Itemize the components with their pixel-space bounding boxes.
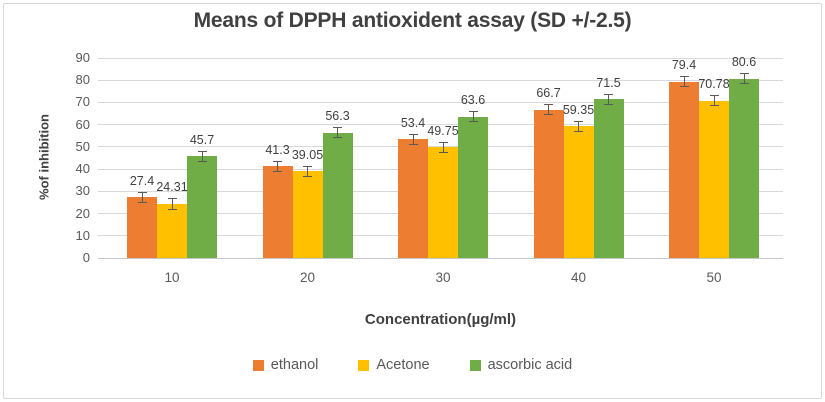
gridline-80 — [98, 79, 783, 81]
error-bar-Acetone-50 — [709, 95, 719, 107]
data-label-Acetone-20: 39.05 — [291, 147, 324, 162]
y-tick-label-30: 30 — [75, 183, 90, 199]
legend-swatch-Acetone — [358, 359, 370, 371]
data-label-ethanol-20: 41.3 — [265, 142, 290, 157]
legend-label-ascorbic-acid: ascorbic acid — [487, 357, 573, 373]
error-bar-stem — [472, 111, 474, 123]
error-bar-stem — [608, 93, 609, 105]
error-bar-ascorbic-acid-50 — [739, 73, 749, 85]
y-tick-label-60: 60 — [75, 116, 90, 132]
data-label-ascorbic-acid-40: 71.5 — [596, 75, 621, 90]
bar-ethanol-50 — [669, 81, 699, 258]
data-label-ascorbic-acid-10: 45.7 — [189, 132, 215, 147]
data-label-Acetone-10: 24.31 — [156, 180, 188, 195]
bar-Acetone-20 — [292, 171, 323, 258]
data-label-Acetone-30: 49.75 — [427, 123, 459, 138]
bar-ascorbic-acid-50 — [729, 78, 759, 258]
gridline-60 — [98, 124, 783, 126]
error-bar-stem — [412, 133, 414, 145]
bar-Acetone-30 — [428, 147, 458, 258]
gridline-90 — [98, 57, 783, 59]
bar-ethanol-10 — [127, 197, 157, 258]
data-label-ethanol-10: 27.4 — [129, 173, 155, 188]
x-axis-title: Concentration(µg/ml) — [364, 311, 517, 328]
error-bar-stem — [337, 127, 338, 139]
error-bar-stem — [713, 95, 715, 107]
error-bar-stem — [743, 73, 745, 85]
y-tick-label-40: 40 — [75, 161, 90, 177]
legend-item-Acetone: Acetone — [358, 357, 430, 373]
error-bar-stem — [201, 150, 203, 162]
bar-ethanol-20 — [262, 166, 293, 258]
bar-ascorbic-acid-10 — [187, 156, 217, 258]
bar-ethanol-30 — [398, 139, 428, 258]
error-bar-ascorbic-acid-20 — [333, 127, 342, 139]
error-bar-stem — [548, 104, 549, 116]
data-label-ascorbic-acid-30: 63.6 — [460, 93, 486, 108]
error-bar-ethanol-40 — [544, 104, 553, 116]
bar-ascorbic-acid-40 — [593, 99, 624, 258]
y-tick-label-90: 90 — [75, 50, 90, 65]
y-tick-label-70: 70 — [75, 94, 90, 110]
legend-label-Acetone: Acetone — [376, 357, 430, 373]
x-tick-label-50: 50 — [706, 270, 722, 285]
error-bar-ethanol-10 — [137, 191, 147, 203]
error-bar-stem — [442, 141, 444, 153]
data-label-ethanol-30: 53.4 — [400, 115, 426, 130]
bar-ascorbic-acid-20 — [322, 132, 353, 258]
error-bar-ascorbic-acid-10 — [197, 150, 207, 162]
error-bar-Acetone-10 — [167, 198, 177, 210]
error-bar-ethanol-50 — [679, 76, 689, 88]
y-tick-label-20: 20 — [75, 205, 90, 221]
legend-swatch-ascorbic-acid — [469, 359, 481, 371]
error-bar-Acetone-30 — [438, 141, 448, 153]
bar-Acetone-40 — [563, 126, 594, 258]
y-tick-label-50: 50 — [75, 138, 90, 154]
error-bar-stem — [141, 191, 143, 203]
error-bar-stem — [277, 160, 278, 172]
y-tick-label-10: 10 — [75, 227, 90, 243]
y-tick-label-80: 80 — [75, 72, 90, 88]
error-bar-stem — [578, 120, 579, 132]
bar-ethanol-40 — [533, 109, 564, 258]
bar-ascorbic-acid-30 — [458, 116, 488, 258]
legend-swatch-ethanol — [252, 359, 264, 371]
y-tick-label-0: 0 — [82, 250, 90, 265]
chart-title: Means of DPPH antioxident assay (SD +/-2… — [193, 9, 632, 32]
error-bar-ethanol-20 — [273, 160, 282, 172]
data-label-ethanol-40: 66.7 — [536, 86, 561, 101]
bar-Acetone-10 — [157, 203, 187, 258]
data-label-ascorbic-acid-20: 56.3 — [325, 109, 350, 124]
x-tick-label-30: 30 — [435, 270, 451, 285]
data-label-ethanol-50: 79.4 — [671, 58, 697, 72]
gridline-50 — [98, 146, 783, 148]
data-label-Acetone-40: 59.35 — [562, 102, 595, 117]
x-tick-label-40: 40 — [570, 270, 587, 285]
error-bar-ascorbic-acid-30 — [468, 111, 478, 123]
x-tick-label-10: 10 — [164, 270, 180, 285]
gridline-70 — [98, 101, 783, 103]
error-bar-stem — [307, 165, 308, 177]
legend: ethanol Acetone ascorbic acid — [0, 354, 825, 376]
error-bar-ethanol-30 — [408, 133, 418, 145]
error-bar-stem — [683, 76, 685, 88]
error-bar-Acetone-40 — [574, 120, 583, 132]
legend-label-ethanol: ethanol — [270, 357, 319, 373]
x-tick-label-20: 20 — [299, 270, 316, 285]
error-bar-ascorbic-acid-40 — [604, 93, 613, 105]
bar-Acetone-50 — [699, 100, 729, 258]
data-label-Acetone-50: 70.78 — [698, 77, 730, 92]
legend-item-ascorbic-acid: ascorbic acid — [469, 357, 573, 373]
data-label-ascorbic-acid-50: 80.6 — [731, 55, 757, 70]
error-bar-stem — [171, 198, 173, 210]
gridline-0 — [98, 257, 783, 259]
error-bar-Acetone-20 — [303, 165, 312, 177]
legend-item-ethanol: ethanol — [252, 357, 319, 373]
